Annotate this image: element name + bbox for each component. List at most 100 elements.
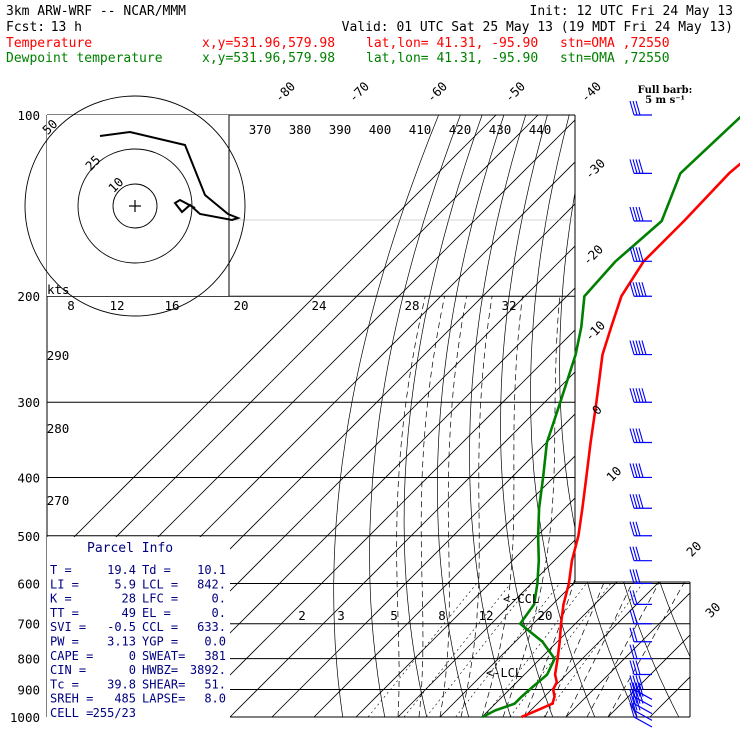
wind-barb-flag	[635, 494, 641, 509]
wind-barb-flag	[635, 675, 641, 690]
wind-barb-flag	[638, 247, 644, 262]
dry-adiabat	[530, 115, 601, 717]
wind-barbs	[629, 100, 653, 728]
wind-barb-flag	[632, 609, 638, 624]
barb-key-unit: 5 m s⁻¹	[645, 95, 685, 106]
parcel-info-title: Parcel Info	[87, 541, 173, 556]
isotherm-line	[258, 115, 690, 717]
wind-barb-flag	[629, 675, 635, 690]
legend-temperature-stn: stn=OMA ,72550	[560, 36, 670, 51]
theta-label: 400	[369, 122, 392, 137]
wind-barb-flag	[632, 247, 638, 262]
wind-barb-flag	[638, 282, 644, 297]
wind-barb-flag	[629, 682, 635, 697]
parcel-info-cell: LCL =	[142, 577, 178, 591]
valid-time: Valid: 01 UTC Sat 25 May 13 (19 MDT Fri …	[342, 20, 733, 35]
isotherm-label: -20	[580, 242, 607, 269]
wind-barb	[633, 703, 653, 715]
wind-barb-flag	[632, 696, 638, 711]
dry-adiabat	[469, 115, 527, 717]
mixing-ratio-line	[425, 583, 533, 717]
wind-barb-flag	[632, 159, 638, 174]
parcel-info-cell: 0	[129, 663, 136, 677]
theta-label: 380	[289, 122, 312, 137]
dry-adiabat	[369, 115, 461, 717]
mixing-ratio-line	[483, 583, 587, 717]
theta-label: 370	[249, 122, 272, 137]
wind-barb-flag	[635, 463, 641, 478]
isotherm-line	[552, 115, 690, 717]
theta-side-label: 270	[47, 493, 70, 508]
parcel-info-cell: CCL =	[142, 620, 178, 634]
pressure-label: 500	[17, 529, 40, 544]
hodograph-ring-50	[24, 95, 246, 317]
wind-barb-flag	[629, 388, 635, 403]
hodograph-speed-label: 28	[404, 298, 419, 313]
wind-barb-flag	[635, 159, 641, 174]
hodograph-units: kts	[47, 282, 70, 297]
moist-adiabat	[502, 296, 561, 717]
mixing-ratio-label: 5	[390, 608, 398, 623]
parcel-info-cell: SWEAT=	[142, 649, 185, 663]
legend-dewpoint-stn: stn=OMA ,72550	[560, 51, 670, 66]
wind-barb-flag	[635, 206, 641, 222]
parcel-info-cell: 3.13	[107, 635, 136, 649]
wind-barb-flag	[638, 463, 644, 478]
legend-dewpoint-xy: x,y=531.96,579.98	[202, 51, 335, 66]
wind-barb-flag	[632, 569, 638, 584]
parcel-info-cell: LI =	[50, 577, 79, 591]
dry-adiabat	[717, 115, 740, 730]
parcel-info-cell: -0.5	[107, 620, 136, 634]
mixing-ratio-label: 12	[478, 608, 493, 623]
isotherm-line	[384, 115, 690, 717]
hodograph-trace	[99, 130, 241, 222]
wind-barb-flag	[629, 590, 635, 605]
wind-barb	[633, 716, 653, 728]
isotherm-label: 10	[603, 463, 624, 484]
parcel-info-cell: LAPSE=	[142, 692, 185, 706]
wind-barb-flag	[641, 282, 647, 297]
wind-barb-flag	[638, 159, 644, 174]
moist-adiabat	[396, 296, 426, 717]
wind-barb-flag	[632, 644, 638, 659]
hodograph-speed-label: 24	[311, 298, 326, 313]
parcel-info-cell: CIN =	[50, 663, 86, 677]
pressure-label: 300	[17, 395, 40, 410]
wind-barb-flag	[635, 660, 641, 675]
wind-barb-flag	[629, 569, 635, 584]
model-title: 3km ARW-WRF -- NCAR/MMM	[6, 4, 186, 19]
theta-side-label: 280	[47, 421, 70, 436]
parcel-info-cell: 5.9	[114, 577, 136, 591]
wind-barb-flag	[629, 206, 635, 222]
legend-dewpoint-latlon: lat,lon= 41.31, -95.90	[366, 51, 538, 66]
wind-barb-flag	[632, 590, 638, 605]
parcel-info-cell: 39.8	[107, 677, 136, 691]
parcel-info-cell: 0.0	[204, 635, 226, 649]
wind-barb-flag	[632, 546, 638, 561]
wind-barb	[633, 696, 653, 708]
parcel-info-cell: 0.	[212, 606, 226, 620]
isotherm-line	[174, 115, 690, 717]
isotherm-label: -10	[582, 318, 609, 345]
isotherm-line	[468, 115, 690, 717]
wind-barb-flag	[629, 100, 635, 116]
isotherm-line	[426, 115, 690, 717]
wind-barb-flag	[632, 702, 638, 718]
wind-barb-flag	[632, 521, 638, 536]
parcel-info-cell: T =	[50, 563, 72, 577]
moist-adiabat	[544, 296, 665, 717]
hodograph-speed-label: 8	[67, 298, 75, 313]
parcel-info-cell: SVI =	[50, 620, 86, 634]
moist-adiabat	[607, 296, 690, 717]
mixing-ratio-label: 8	[438, 608, 446, 623]
parcel-info-cell: Td =	[142, 563, 171, 577]
wind-barb-flag	[629, 644, 635, 659]
isotherm-label: -60	[424, 79, 451, 106]
parcel-info-cell: 0.	[212, 592, 226, 606]
parcel-info-cell: 3892.	[190, 663, 226, 677]
wind-barb-flag	[638, 206, 644, 222]
wind-barb-flag	[632, 388, 638, 403]
wind-barb-flag	[632, 100, 638, 116]
parcel-info-cell: 633.	[197, 620, 226, 634]
